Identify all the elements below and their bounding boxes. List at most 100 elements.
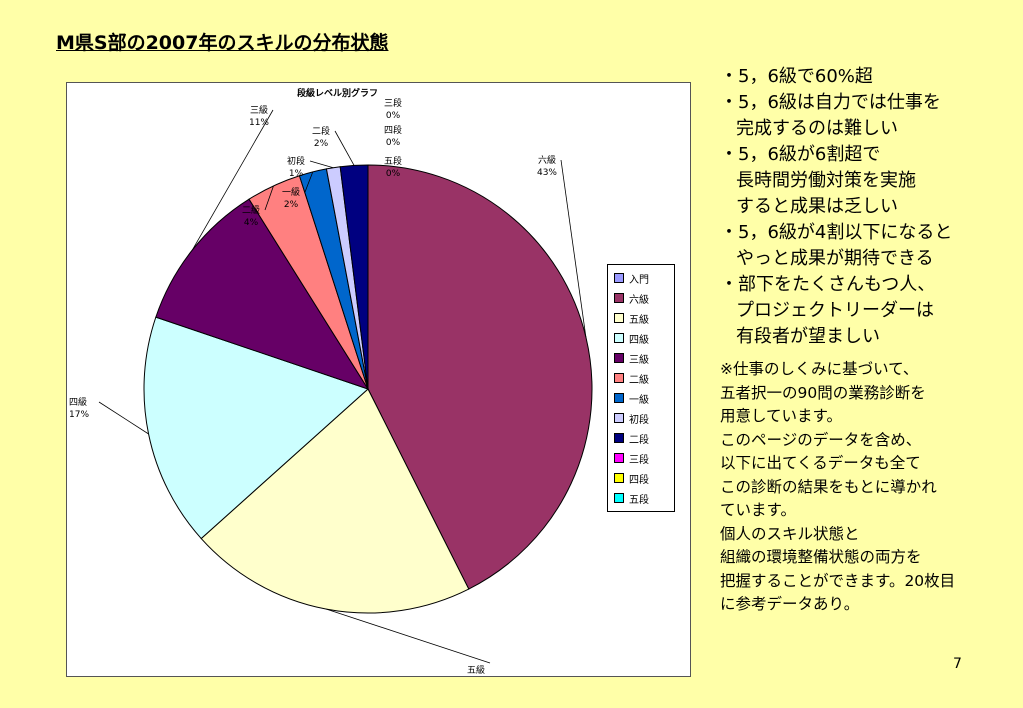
note-line-7: 個人のスキル状態と bbox=[720, 524, 860, 543]
pie-slice-1 bbox=[367, 164, 593, 590]
legend-item-6: 一級 bbox=[614, 388, 674, 408]
note-line-9: 把握することができます。20枚目 bbox=[720, 571, 956, 590]
pie-slice-8 bbox=[339, 164, 369, 390]
legend-item-8: 二段 bbox=[614, 428, 674, 448]
leader-line-4 bbox=[191, 109, 274, 251]
chart-title: 段級レベル別グラフ bbox=[297, 87, 378, 99]
legend-swatch-8 bbox=[614, 433, 624, 443]
leader-line-5 bbox=[264, 185, 274, 211]
slice-pct-3: 17% bbox=[69, 410, 89, 420]
legend-swatch-0 bbox=[614, 273, 624, 283]
legend-swatch-1 bbox=[614, 293, 624, 303]
notes-panel: ・5，6級で60%超・5，6級は自力では仕事を完成するのは難しい・5，6級が6割… bbox=[720, 64, 1020, 617]
legend-label-7: 初段 bbox=[629, 414, 649, 426]
bullet-list: ・5，6級で60%超・5，6級は自力では仕事を完成するのは難しい・5，6級が6割… bbox=[720, 64, 1020, 350]
slice-label-11: 五段 bbox=[384, 155, 402, 167]
page-number: 7 bbox=[953, 656, 962, 672]
slice-label-6: 一級 bbox=[282, 186, 300, 198]
legend-item-2: 五級 bbox=[614, 308, 674, 328]
legend-swatch-2 bbox=[614, 313, 624, 323]
bullet-3-line-1: やっと成果が期待できる bbox=[736, 248, 934, 269]
slice-pct-11: 0% bbox=[386, 169, 401, 179]
note-line-5: この診断の結果をもとに導かれ bbox=[720, 477, 937, 496]
leader-line-2 bbox=[326, 608, 491, 664]
legend-swatch-4 bbox=[614, 353, 624, 363]
legend-item-0: 入門 bbox=[614, 268, 674, 288]
bullet-3-line-0: ・5，6級が4割以下になると bbox=[720, 222, 953, 243]
leader-line-3 bbox=[98, 401, 149, 435]
slice-pct-1: 43% bbox=[537, 168, 557, 178]
slice-label-9: 三段 bbox=[384, 97, 402, 109]
legend-item-9: 三段 bbox=[614, 448, 674, 468]
legend-swatch-5 bbox=[614, 373, 624, 383]
bullet-4-line-0: ・部下をたくさんもつ人、 bbox=[720, 274, 936, 295]
pie-slice-4 bbox=[155, 198, 370, 390]
leader-line-6 bbox=[304, 171, 314, 193]
pie-chart: 段級レベル別グラフ入門0%六級43%五級四級17%三級11%二級4%一級2%初段… bbox=[66, 82, 691, 677]
legend-label-0: 入門 bbox=[629, 274, 649, 286]
note-line-0: ※仕事のしくみに基づいて、 bbox=[720, 360, 919, 378]
legend-label-9: 三段 bbox=[629, 454, 649, 466]
slide-title: M県S部の2007年のスキルの分布状態 bbox=[56, 32, 389, 54]
slice-label-2: 五級 bbox=[467, 664, 485, 676]
note-line-1: 五者択一の90問の業務診断を bbox=[720, 383, 926, 402]
legend-swatch-10 bbox=[614, 473, 624, 483]
slice-pct-9: 0% bbox=[386, 111, 401, 121]
legend-item-3: 四級 bbox=[614, 328, 674, 348]
chart-legend: 入門六級五級四級三級二級一級初段二段三段四段五段 bbox=[607, 264, 675, 512]
legend-label-3: 四級 bbox=[629, 334, 649, 346]
legend-swatch-9 bbox=[614, 453, 624, 463]
note-block: ※仕事のしくみに基づいて、 五者択一の90問の業務診断を 用意しています。このページ… bbox=[720, 358, 1020, 617]
legend-label-5: 二級 bbox=[629, 374, 649, 386]
leader-line-8 bbox=[334, 130, 355, 166]
note-line-10: に参考データあり。 bbox=[720, 595, 860, 613]
slice-pct-7: 1% bbox=[289, 169, 304, 179]
slice-label-5: 二級 bbox=[242, 204, 260, 216]
leader-line-1 bbox=[560, 159, 587, 338]
slice-pct-5: 4% bbox=[244, 218, 259, 228]
pie-slice-3 bbox=[143, 316, 369, 540]
legend-label-6: 一級 bbox=[629, 394, 649, 406]
slice-label-4: 三級 bbox=[250, 104, 268, 116]
leader-line-7 bbox=[309, 160, 334, 169]
legend-item-5: 二級 bbox=[614, 368, 674, 388]
bullet-4-line-2: 有段者が望ましい bbox=[736, 326, 880, 347]
legend-label-8: 二段 bbox=[629, 434, 649, 446]
legend-swatch-7 bbox=[614, 413, 624, 423]
note-line-2: 用意しています。 bbox=[720, 407, 842, 425]
slice-label-10: 四段 bbox=[384, 124, 402, 136]
legend-item-1: 六級 bbox=[614, 288, 674, 308]
bullet-2-line-0: ・5，6級が6割超で bbox=[720, 144, 881, 165]
slice-label-8: 二段 bbox=[312, 125, 330, 137]
slice-label-1: 六級 bbox=[538, 154, 556, 166]
note-line-4: 以下に出てくるデータも全て bbox=[720, 454, 921, 472]
legend-swatch-6 bbox=[614, 393, 624, 403]
note-line-6: ています。 bbox=[720, 501, 796, 519]
bullet-1-line-0: ・5，6級は自力では仕事を bbox=[720, 92, 941, 113]
note-line-3: このページのデータを含め、 bbox=[720, 430, 922, 449]
slice-pct-10: 0% bbox=[386, 138, 401, 148]
legend-label-11: 五段 bbox=[629, 494, 649, 506]
slice-label-3: 四級 bbox=[69, 396, 87, 408]
bullet-1-line-1: 完成するのは難しい bbox=[736, 118, 898, 139]
legend-item-4: 三級 bbox=[614, 348, 674, 368]
slice-pct-6: 2% bbox=[284, 200, 299, 210]
note-line-8: 組織の環境整備状態の両方を bbox=[720, 548, 922, 566]
bullet-2-line-2: すると成果は乏しい bbox=[736, 196, 898, 217]
legend-label-2: 五級 bbox=[629, 314, 649, 326]
bullet-0-line-0: ・5，6級で60%超 bbox=[720, 66, 873, 87]
legend-item-10: 四段 bbox=[614, 468, 674, 488]
legend-swatch-11 bbox=[614, 493, 624, 503]
bullet-4-line-1: プロジェクトリーダーは bbox=[736, 300, 934, 321]
legend-label-1: 六級 bbox=[629, 294, 649, 306]
legend-swatch-3 bbox=[614, 333, 624, 343]
legend-item-7: 初段 bbox=[614, 408, 674, 428]
pie-chart-svg: 段級レベル別グラフ入門0%六級43%五級四級17%三級11%二級4%一級2%初段… bbox=[69, 87, 593, 676]
legend-item-11: 五段 bbox=[614, 488, 674, 508]
slice-label-7: 初段 bbox=[287, 155, 305, 167]
slice-pct-4: 11% bbox=[249, 118, 269, 128]
bullet-2-line-1: 長時間労働対策を実施 bbox=[736, 170, 916, 191]
legend-label-10: 四段 bbox=[629, 474, 649, 486]
slice-pct-8: 2% bbox=[314, 139, 329, 149]
legend-label-4: 三級 bbox=[629, 354, 649, 366]
